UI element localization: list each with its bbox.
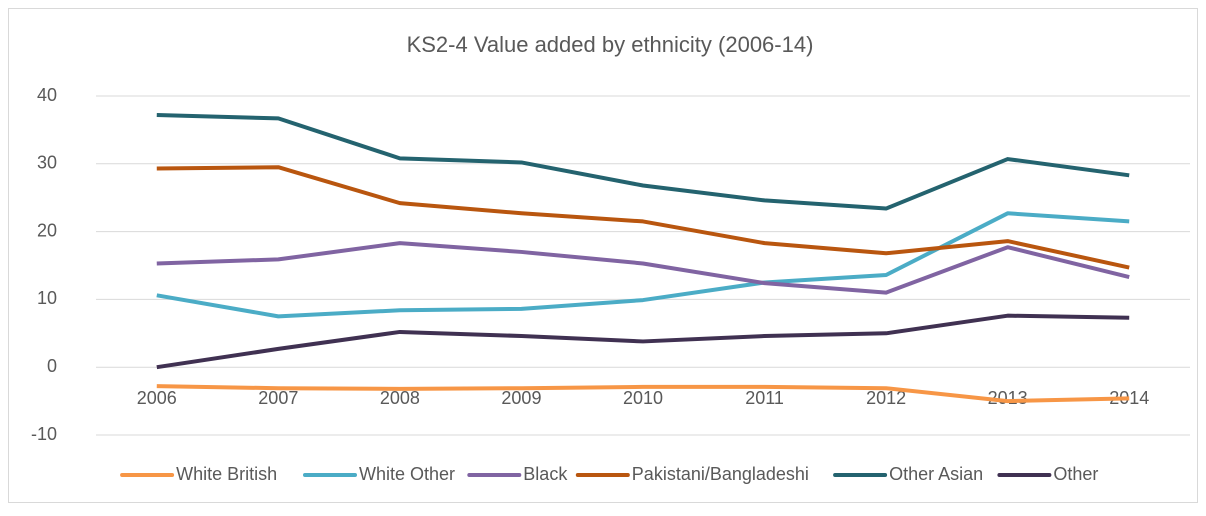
- y-tick-label: 10: [37, 288, 57, 308]
- line-series: [156, 241, 1130, 295]
- line-series: [156, 313, 1130, 370]
- chart-border: [8, 8, 1198, 503]
- line-series: [156, 384, 1130, 404]
- y-tick-label: 20: [37, 220, 57, 240]
- y-tick-label: 30: [37, 153, 57, 173]
- x-tick-label: 2007: [258, 388, 298, 408]
- line-series: [156, 211, 1130, 319]
- line-series: [156, 165, 1130, 270]
- x-tick-label: 2008: [380, 388, 420, 408]
- legend-label: White British: [176, 464, 277, 484]
- x-tick-label: 2014: [1109, 388, 1149, 408]
- x-tick-label: 2012: [866, 388, 906, 408]
- legend-label: Other: [1053, 464, 1098, 484]
- legend-label: Other Asian: [889, 464, 983, 484]
- legend-label: White Other: [359, 464, 455, 484]
- x-tick-label: 2011: [745, 388, 784, 408]
- legend-label: Pakistani/Bangladeshi: [632, 464, 809, 484]
- line-series: [156, 112, 1130, 211]
- x-tick-label: 2010: [623, 388, 663, 408]
- x-tick-label: 2009: [501, 388, 541, 408]
- y-tick-label: 40: [37, 85, 57, 105]
- legend-label: Black: [523, 464, 568, 484]
- y-tick-label: 0: [47, 356, 57, 376]
- y-tick-label: -10: [31, 424, 57, 444]
- x-tick-label: 2013: [988, 388, 1028, 408]
- chart-title: KS2-4 Value added by ethnicity (2006-14): [407, 32, 814, 57]
- x-tick-label: 2006: [137, 388, 177, 408]
